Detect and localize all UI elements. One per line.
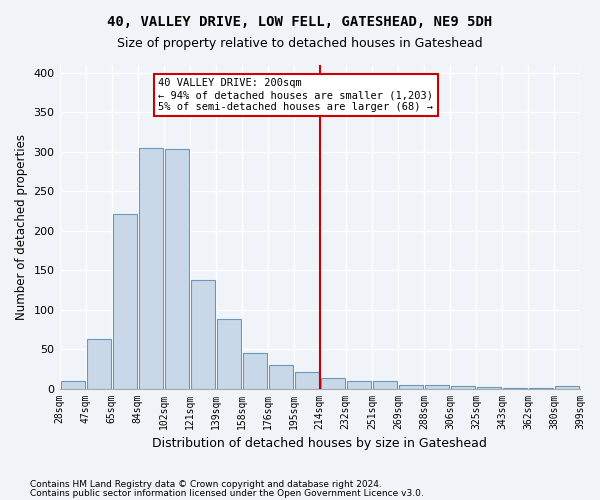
Y-axis label: Number of detached properties: Number of detached properties (15, 134, 28, 320)
Bar (164, 150, 188, 388)
Bar (139, 148, 163, 388)
Bar (86, 339, 110, 388)
Bar (113, 214, 137, 388)
Text: 40, VALLEY DRIVE, LOW FELL, GATESHEAD, NE9 5DH: 40, VALLEY DRIVE, LOW FELL, GATESHEAD, N… (107, 15, 493, 29)
Bar (425, 384, 449, 388)
X-axis label: Distribution of detached houses by size in Gateshead: Distribution of detached houses by size … (152, 437, 487, 450)
Text: Contains HM Land Registry data © Crown copyright and database right 2024.: Contains HM Land Registry data © Crown c… (30, 480, 382, 489)
Bar (321, 378, 345, 388)
Bar (217, 319, 241, 388)
Text: 40 VALLEY DRIVE: 200sqm
← 94% of detached houses are smaller (1,203)
5% of semi-: 40 VALLEY DRIVE: 200sqm ← 94% of detache… (158, 78, 433, 112)
Bar (295, 372, 319, 388)
Bar (555, 386, 579, 388)
Text: Contains public sector information licensed under the Open Government Licence v3: Contains public sector information licen… (30, 488, 424, 498)
Bar (191, 280, 215, 388)
Bar (61, 382, 85, 388)
Bar (477, 387, 501, 388)
Bar (373, 380, 397, 388)
Bar (347, 380, 371, 388)
Bar (399, 384, 423, 388)
Bar (243, 353, 266, 388)
Bar (269, 365, 293, 388)
Text: Size of property relative to detached houses in Gateshead: Size of property relative to detached ho… (117, 38, 483, 51)
Bar (451, 386, 475, 388)
